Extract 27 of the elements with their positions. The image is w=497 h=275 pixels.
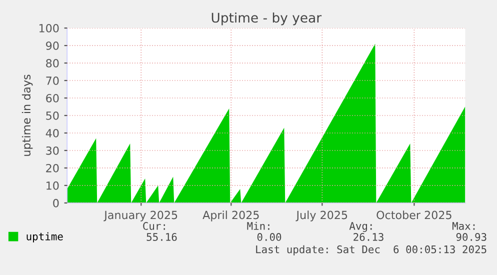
text: 26.13 (354, 233, 384, 241)
legend-label: uptime (26, 232, 63, 242)
text: Min: (247, 222, 270, 230)
y-tick-label: 70 (46, 76, 59, 85)
x-tick-label: October 2025 (376, 210, 452, 220)
y-tick-label: 60 (46, 94, 59, 102)
y-tick-label: 40 (46, 128, 59, 138)
text: 90.93 (456, 233, 486, 241)
y-tick-label: 0 (53, 198, 59, 208)
y-tick-label: 50 (46, 111, 59, 120)
y-tick-label: 90 (46, 42, 59, 50)
text: Cur: (143, 222, 165, 230)
y-tick-label: 10 (46, 181, 59, 190)
x-tick-label: January 2025 (104, 210, 178, 222)
y-tick-label: 100 (39, 24, 59, 32)
y-tick-label: 30 (46, 146, 59, 155)
text: 0.00 (257, 233, 282, 241)
y-tick-label: 80 (46, 59, 59, 68)
y-tick-label: 20 (46, 164, 59, 172)
chart-title: Uptime - by year (212, 12, 322, 26)
y-axis-title: uptime in days (22, 74, 33, 156)
x-tick-label: July 2025 (296, 210, 348, 222)
x-tick-label: April 2025 (202, 210, 259, 222)
text: Avg: (349, 222, 372, 232)
text: Max: (452, 222, 475, 230)
text: Last update: Sat Dec 6 00:05:13 2025 (256, 245, 486, 256)
text: 55.16 (146, 233, 177, 241)
